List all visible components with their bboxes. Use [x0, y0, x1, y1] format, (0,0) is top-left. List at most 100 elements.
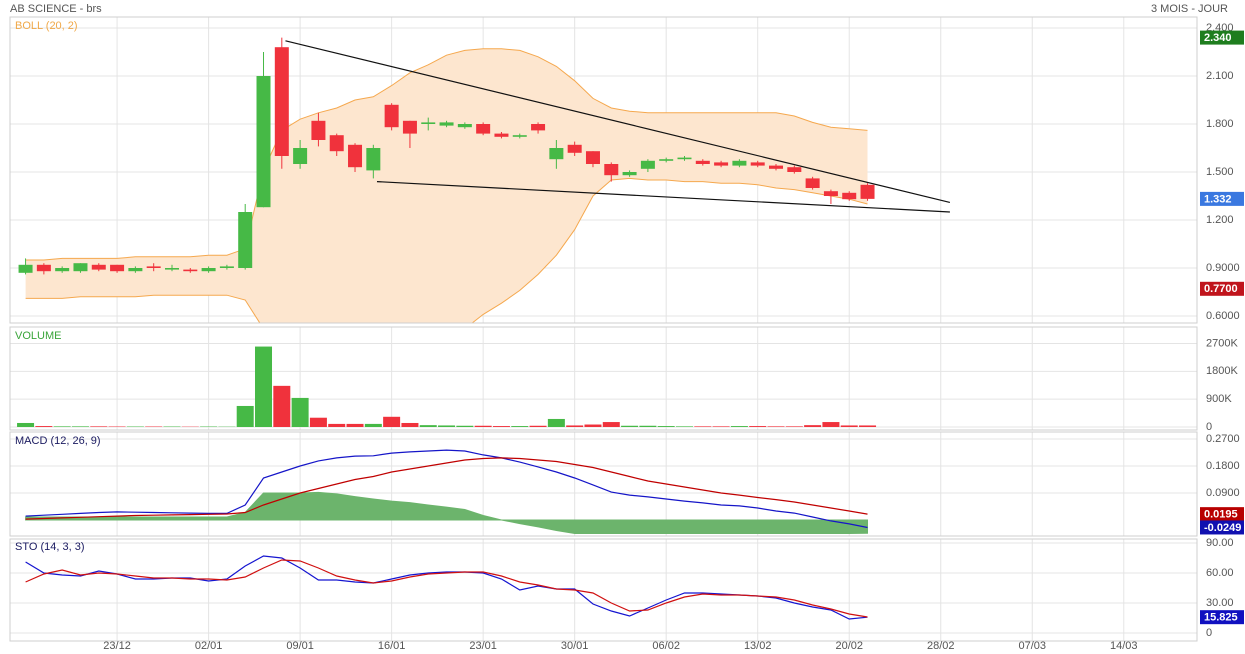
candle-body: [494, 133, 509, 137]
volume-bar: [328, 423, 346, 427]
candle-body: [677, 157, 692, 160]
volume-bar: [859, 425, 877, 427]
panel-frame: [9, 431, 1198, 537]
candle-body: [823, 191, 838, 196]
candle-body: [787, 167, 802, 172]
candle-body: [695, 160, 710, 164]
price-badge-label: 0.7700: [1204, 283, 1238, 295]
candle-body: [439, 122, 454, 126]
x-tick-label: 23/01: [469, 640, 497, 652]
volume-bar: [822, 422, 840, 427]
candle-body: [384, 104, 399, 128]
volume-bar: [90, 426, 108, 427]
candle-body: [531, 124, 546, 131]
panel: [10, 327, 1197, 430]
volume-bar: [694, 426, 712, 427]
y-tick-label: 0.1800: [1206, 460, 1240, 472]
candle-body: [183, 269, 198, 272]
price-badge-label: -0.0249: [1204, 522, 1241, 534]
volume-bar: [456, 425, 474, 427]
panel: [10, 432, 1197, 536]
candle-body: [274, 47, 289, 157]
candle-body: [128, 268, 143, 272]
y-tick-label: 1.800: [1206, 118, 1234, 130]
x-tick-label: 02/01: [195, 640, 223, 652]
y-tick-label: 1.200: [1206, 214, 1234, 226]
volume-bar: [364, 423, 382, 427]
price-badge: [1200, 281, 1244, 296]
candle-body: [329, 135, 344, 152]
volume-bar: [529, 425, 547, 427]
candle-body: [164, 268, 179, 270]
candle-body: [585, 151, 600, 164]
y-tick-label: 90.00: [1206, 537, 1234, 549]
y-tick-label: 1.500: [1206, 166, 1234, 178]
candle-body: [622, 172, 637, 176]
candle-body: [842, 192, 857, 200]
panel-title: MACD (12, 26, 9): [15, 435, 101, 447]
candle-body: [91, 264, 106, 270]
volume-bar: [53, 426, 71, 427]
candle-body: [146, 266, 161, 268]
x-tick-label: 30/01: [561, 640, 589, 652]
price-badge-label: 1.332: [1204, 193, 1232, 205]
volume-bar: [584, 424, 602, 427]
volume-bar: [474, 425, 492, 427]
candle-body: [640, 160, 655, 169]
candle-body: [732, 160, 747, 166]
volume-bar: [657, 426, 675, 427]
candle-body: [402, 120, 417, 134]
price-badge: [1200, 520, 1244, 535]
volume-bar: [602, 422, 620, 427]
y-tick-label: 0.6000: [1206, 310, 1240, 322]
volume-bar: [438, 425, 456, 427]
candle-body: [201, 268, 216, 272]
y-tick-label: 30.00: [1206, 597, 1234, 609]
volume-bar: [675, 426, 693, 427]
bollinger-band: [25, 48, 868, 323]
period-label: 3 MOIS - JOUR: [1151, 3, 1228, 15]
volume-bar: [255, 346, 273, 427]
panel-title: STO (14, 3, 3): [15, 541, 85, 553]
y-tick-label: 0: [1206, 421, 1212, 433]
volume-bar: [566, 425, 584, 427]
candle-body: [219, 266, 234, 268]
price-badge-label: 15.825: [1204, 612, 1238, 624]
candle-body: [769, 165, 784, 169]
y-tick-label: 60.00: [1206, 567, 1234, 579]
candle-body: [549, 148, 564, 160]
volume-bar: [712, 426, 730, 427]
x-tick-label: 13/02: [744, 640, 772, 652]
y-tick-label: 1800K: [1206, 365, 1238, 377]
volume-bar: [71, 426, 89, 427]
indicator-line: [25, 449, 868, 529]
indicator-line: [25, 559, 868, 618]
x-tick-label: 16/01: [378, 640, 406, 652]
panel-frame: [9, 16, 1198, 324]
candle-body: [512, 135, 527, 137]
candle-body: [750, 162, 765, 166]
instrument-title: AB SCIENCE - brs: [10, 3, 102, 15]
volume-bar: [383, 416, 401, 427]
panel-title: BOLL (20, 2): [15, 20, 78, 32]
y-tick-label: 0.0900: [1206, 487, 1240, 499]
trendline: [285, 40, 951, 203]
candle-body: [567, 144, 582, 153]
indicator-line: [25, 555, 868, 620]
candle-body: [73, 263, 88, 272]
candle-body: [421, 122, 436, 124]
y-tick-label: 0: [1206, 627, 1212, 639]
volume-bar: [785, 426, 803, 427]
volume-bar: [639, 425, 657, 427]
candle-body: [457, 124, 472, 128]
x-tick-label: 07/03: [1019, 640, 1047, 652]
candle-body: [18, 264, 33, 273]
volume-bar: [840, 425, 858, 427]
y-tick-label: 2.100: [1206, 70, 1234, 82]
candle-body: [604, 164, 619, 176]
volume-bar: [730, 426, 748, 427]
panel: [10, 17, 1197, 323]
volume-bar: [309, 417, 327, 427]
candle-body: [311, 120, 326, 140]
